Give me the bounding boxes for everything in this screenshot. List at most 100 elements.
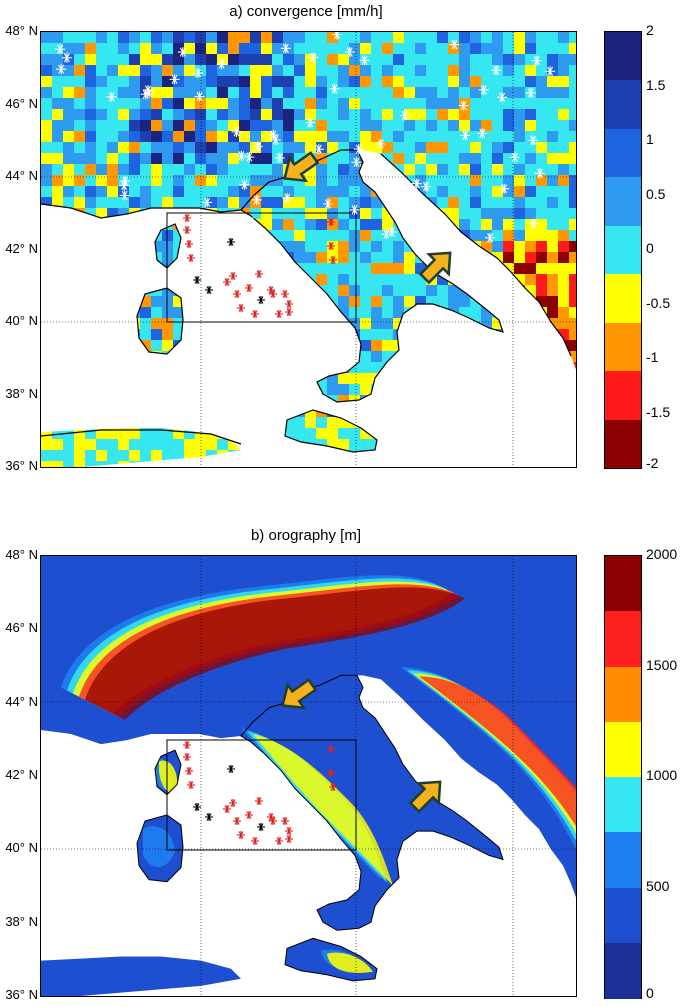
grid-cell	[272, 252, 283, 263]
grid-cell	[63, 120, 74, 131]
grid-cell	[217, 131, 228, 142]
grid-cell	[272, 450, 283, 461]
grid-cell	[118, 98, 129, 109]
grid-cell	[503, 439, 514, 450]
grid-cell	[349, 296, 360, 307]
asterisk-marker	[237, 304, 245, 312]
asterisk-marker	[251, 837, 259, 845]
grid-cell	[371, 87, 382, 98]
grid-cell	[283, 76, 294, 87]
asterisk-marker	[101, 220, 112, 231]
grid-cell	[173, 329, 184, 340]
grid-cell	[85, 208, 96, 219]
grid-cell	[283, 274, 294, 285]
grid-cell	[492, 54, 503, 65]
grid-cell	[547, 131, 558, 142]
grid-cell	[283, 87, 294, 98]
grid-cell	[195, 65, 206, 76]
grid-cell	[349, 43, 360, 54]
grid-cell	[371, 373, 382, 384]
grid-cell	[195, 43, 206, 54]
grid-cell	[437, 153, 448, 164]
grid-cell	[52, 197, 63, 208]
asterisk-marker	[268, 129, 279, 140]
grid-cell	[503, 142, 514, 153]
grid-cell	[63, 450, 74, 461]
grid-cell	[393, 450, 404, 461]
grid-cell	[327, 76, 338, 87]
grid-cell	[52, 65, 63, 76]
grid-cell	[525, 142, 536, 153]
grid-cell	[261, 417, 272, 428]
grid-cell	[151, 32, 162, 43]
grid-cell	[558, 351, 569, 362]
grid-cell	[107, 98, 118, 109]
grid-cell	[294, 384, 305, 395]
grid-cell	[536, 417, 547, 428]
asterisk-marker	[244, 152, 255, 163]
grid-cell	[448, 197, 459, 208]
grid-cell	[96, 461, 107, 467]
grid-cell	[140, 450, 151, 461]
grid-cell	[173, 395, 184, 406]
grid-cell	[272, 417, 283, 428]
grid-cell	[41, 406, 52, 417]
grid-cell	[481, 76, 492, 87]
grid-cell	[437, 296, 448, 307]
grid-cell	[162, 175, 173, 186]
grid-cell	[228, 43, 239, 54]
grid-cell	[371, 461, 382, 467]
grid-cell	[129, 263, 140, 274]
grid-cell	[239, 153, 250, 164]
grid-cell	[96, 54, 107, 65]
grid-cell	[470, 197, 481, 208]
grid-cell	[547, 241, 558, 252]
asterisk-marker	[177, 47, 188, 58]
grid-cell	[261, 450, 272, 461]
grid-cell	[393, 87, 404, 98]
grid-cell	[261, 340, 272, 351]
grid-cell	[41, 120, 52, 131]
grid-cell	[217, 340, 228, 351]
grid-cell	[415, 98, 426, 109]
grid-cell	[129, 373, 140, 384]
grid-cell	[195, 32, 206, 43]
grid-cell	[118, 43, 129, 54]
grid-cell	[459, 208, 470, 219]
grid-cell	[327, 142, 338, 153]
grid-cell	[404, 164, 415, 175]
asterisk-marker	[233, 290, 241, 298]
grid-cell	[547, 65, 558, 76]
grid-cell	[228, 384, 239, 395]
grid-cell	[514, 208, 525, 219]
asterisk-marker	[449, 39, 460, 50]
grid-cell	[294, 461, 305, 467]
grid-cell	[558, 164, 569, 175]
grid-cell	[239, 32, 250, 43]
grid-cell	[514, 120, 525, 131]
grid-cell	[569, 153, 576, 164]
grid-cell	[118, 32, 129, 43]
grid-cell	[371, 296, 382, 307]
asterisk-marker	[531, 55, 542, 66]
grid-cell	[393, 109, 404, 120]
grid-cell	[74, 54, 85, 65]
grid-cell	[404, 450, 415, 461]
grid-cell	[536, 98, 547, 109]
grid-cell	[184, 109, 195, 120]
grid-cell	[470, 274, 481, 285]
grid-cell	[217, 241, 228, 252]
grid-cell	[96, 395, 107, 406]
grid-cell	[206, 461, 217, 467]
grid-cell	[250, 362, 261, 373]
colorbar-tick-label: 2000	[646, 546, 678, 562]
grid-cell	[327, 153, 338, 164]
grid-cell	[261, 109, 272, 120]
grid-cell	[283, 219, 294, 230]
grid-cell	[448, 384, 459, 395]
grid-cell	[459, 241, 470, 252]
grid-cell	[547, 439, 558, 450]
grid-cell	[239, 54, 250, 65]
grid-cell	[470, 109, 481, 120]
grid-cell	[514, 43, 525, 54]
